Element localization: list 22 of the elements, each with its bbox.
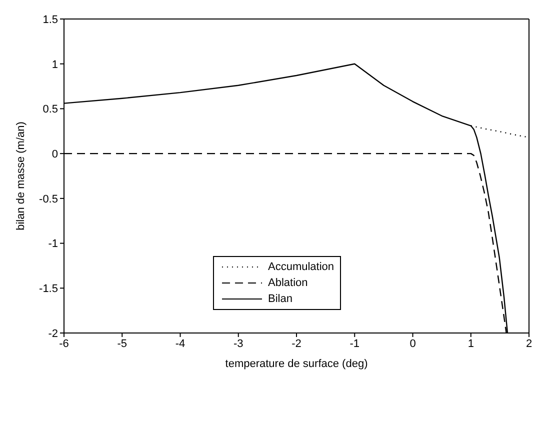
x-tick-label: -1 — [350, 338, 360, 350]
x-tick-label: -5 — [117, 338, 128, 350]
x-tick-label: -2 — [292, 338, 302, 350]
y-tick-label: 0 — [52, 148, 58, 160]
x-tick-label: 0 — [410, 338, 416, 350]
legend-label: Accumulation — [268, 261, 334, 273]
y-tick-label: -2 — [48, 328, 58, 340]
y-tick-label: -1.5 — [39, 283, 58, 296]
x-tick-label: -4 — [175, 338, 186, 350]
legend-label: Ablation — [268, 277, 308, 289]
legend-label: Bilan — [268, 293, 292, 305]
x-tick-label: -6 — [59, 338, 69, 350]
y-tick-label: -1 — [48, 238, 58, 250]
x-tick-label: -3 — [233, 338, 244, 350]
y-axis-title: bilan de masse (m/an) — [14, 122, 27, 230]
y-tick-label: 0.5 — [42, 104, 58, 116]
y-tick-label: -0.5 — [39, 193, 58, 206]
y-tick-label: 1 — [52, 58, 58, 71]
x-tick-label: 1 — [468, 338, 474, 350]
y-tick-label: 1.5 — [42, 14, 58, 26]
x-tick-label: 2 — [526, 338, 532, 350]
x-axis-title: temperature de surface (deg) — [225, 358, 368, 370]
